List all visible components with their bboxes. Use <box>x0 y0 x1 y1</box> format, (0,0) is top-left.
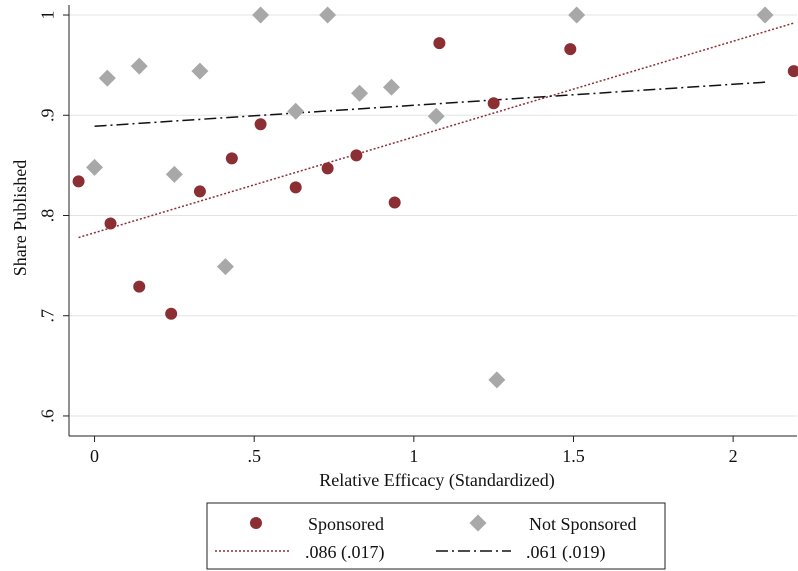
point-not-sponsored-0 <box>86 158 104 176</box>
fit-line-not-sponsored <box>94 81 766 128</box>
point-not-sponsored-8 <box>319 6 337 24</box>
point-sponsored-10 <box>388 196 401 209</box>
point-not-sponsored-7 <box>287 102 305 120</box>
legend-box <box>206 502 666 570</box>
point-not-sponsored-1 <box>98 69 116 87</box>
point-sponsored-0 <box>72 175 85 188</box>
point-not-sponsored-12 <box>488 371 506 389</box>
point-sponsored-8 <box>321 162 334 175</box>
y-ticks: .6 .7 .8 .9 1 <box>37 11 69 423</box>
point-sponsored-14 <box>787 65 798 78</box>
point-sponsored-2 <box>133 280 146 293</box>
legend-label-fit-sponsored: .086 (.017) <box>305 542 385 563</box>
point-sponsored-7 <box>289 181 302 194</box>
point-sponsored-3 <box>165 307 178 320</box>
x-tick-label-4: 2 <box>729 446 738 466</box>
x-axis-label: Relative Efficacy (Standardized) <box>319 470 555 491</box>
x-tick-label-3: 1.5 <box>562 446 585 466</box>
point-sponsored-1 <box>104 217 117 230</box>
point-sponsored-9 <box>350 149 363 162</box>
point-not-sponsored-5 <box>216 258 234 276</box>
point-sponsored-5 <box>225 152 238 165</box>
x-tick-label-1: .5 <box>247 446 261 466</box>
x-ticks: 0 .5 1 1.5 2 <box>90 436 738 466</box>
y-tick-label-0: .6 <box>37 409 57 423</box>
x-tick-label-2: 1 <box>409 446 418 466</box>
point-not-sponsored-9 <box>351 84 369 102</box>
data-points <box>72 6 798 389</box>
axes <box>68 5 797 437</box>
point-sponsored-12 <box>487 97 500 110</box>
point-not-sponsored-11 <box>427 107 445 125</box>
point-sponsored-11 <box>433 37 446 50</box>
point-not-sponsored-3 <box>165 165 183 183</box>
point-sponsored-4 <box>193 185 206 198</box>
legend-marker-not-sponsored <box>469 514 487 532</box>
point-sponsored-13 <box>564 43 577 56</box>
legend-label-sponsored: Sponsored <box>308 514 384 534</box>
point-not-sponsored-10 <box>383 78 400 96</box>
y-tick-label-2: .8 <box>37 209 57 223</box>
y-tick-label-4: 1 <box>37 11 57 20</box>
gridlines <box>69 14 797 417</box>
legend: Sponsored Not Sponsored .086 (.017) .061… <box>206 502 666 570</box>
point-not-sponsored-2 <box>130 57 148 75</box>
y-axis-label: Share Published <box>10 160 30 277</box>
point-sponsored-6 <box>254 118 267 131</box>
legend-label-not-sponsored: Not Sponsored <box>529 514 637 534</box>
legend-marker-sponsored <box>250 517 262 529</box>
fit-lines <box>78 22 795 239</box>
x-tick-label-0: 0 <box>90 446 99 466</box>
y-tick-label-3: .9 <box>37 109 57 123</box>
point-not-sponsored-4 <box>191 62 209 80</box>
point-not-sponsored-13 <box>568 6 586 24</box>
legend-label-fit-not-sponsored: .061 (.019) <box>526 542 606 563</box>
y-tick-label-1: .7 <box>37 309 57 323</box>
point-not-sponsored-14 <box>756 6 774 24</box>
point-not-sponsored-6 <box>252 6 270 24</box>
fit-line-sponsored <box>78 22 795 239</box>
